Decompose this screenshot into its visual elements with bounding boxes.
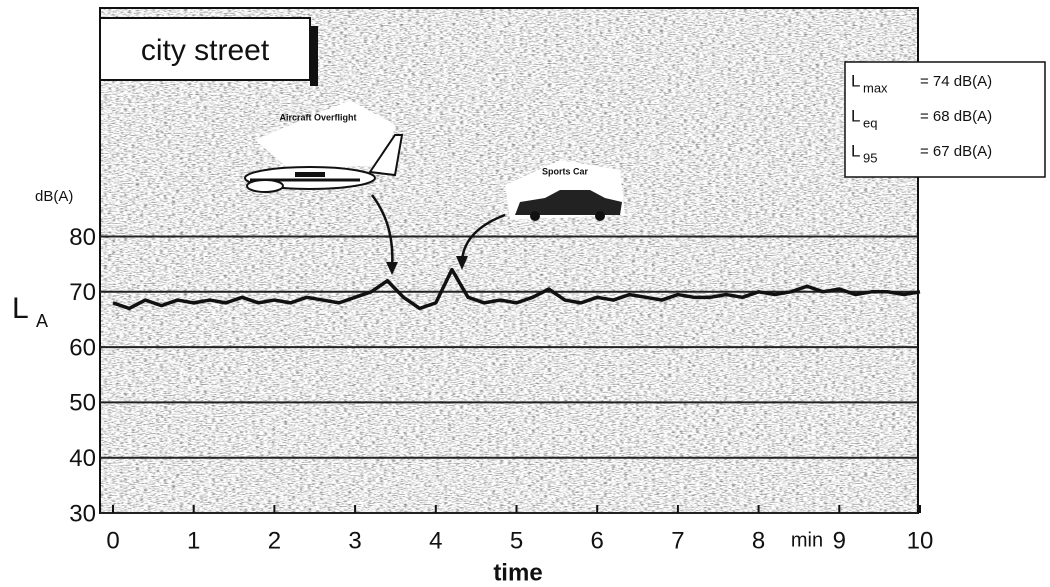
y-tick-label: 70 — [69, 279, 96, 306]
grid — [100, 235, 921, 514]
plot-texture — [100, 8, 918, 513]
stat-symbol: L — [851, 106, 860, 125]
stat-value: = 74 dB(A) — [920, 73, 992, 90]
stat-subscript: eq — [863, 115, 877, 130]
stat-value: = 67 dB(A) — [920, 143, 992, 160]
x-tick-label: 2 — [268, 527, 281, 554]
y-tick-label: 30 — [69, 500, 96, 527]
x-tick-label: 4 — [429, 527, 442, 554]
y-tick-label: 60 — [69, 334, 96, 361]
y-unit: dB(A) — [35, 188, 73, 205]
x-tick-label: 5 — [510, 527, 523, 554]
stat-subscript: 95 — [863, 150, 877, 165]
title-box — [99, 17, 311, 81]
y-tick-label: 80 — [69, 224, 96, 251]
aircraft-icon — [244, 100, 404, 193]
annotation-arrow — [371, 194, 394, 269]
stat-value: = 68 dB(A) — [920, 108, 992, 125]
arrowhead — [456, 256, 468, 270]
car-icon — [505, 160, 625, 221]
stats-box — [844, 61, 1046, 178]
annotation: Sports Car — [542, 166, 589, 176]
marks — [112, 267, 921, 311]
x-unit: min — [791, 529, 823, 551]
y-axis-label-sub: A — [36, 311, 48, 331]
y-tick-label: 40 — [69, 445, 96, 472]
x-tick-label: 9 — [833, 527, 846, 554]
stat-symbol: L — [851, 71, 860, 90]
x-tick-label: 3 — [348, 527, 361, 554]
x-axis-label: time — [493, 559, 542, 586]
y-axis-label: L — [12, 292, 29, 325]
data-line — [112, 267, 921, 311]
x-tick-label: 1 — [187, 527, 200, 554]
title-box-shadow — [310, 26, 318, 86]
arrowhead — [386, 262, 398, 275]
annotation: Aircraft Overflight — [279, 112, 356, 122]
y-tick-label: 50 — [69, 390, 96, 417]
x-tick-label: 0 — [106, 527, 119, 554]
x-tick-label: 7 — [671, 527, 684, 554]
x-tick-label: 6 — [591, 527, 604, 554]
chart-title: city street — [141, 34, 270, 67]
x-tick-label: 8 — [752, 527, 765, 554]
x-tick-label: 10 — [907, 527, 934, 554]
stat-subscript: max — [863, 80, 888, 95]
annotation-arrow — [460, 213, 506, 261]
stat-symbol: L — [851, 141, 860, 160]
